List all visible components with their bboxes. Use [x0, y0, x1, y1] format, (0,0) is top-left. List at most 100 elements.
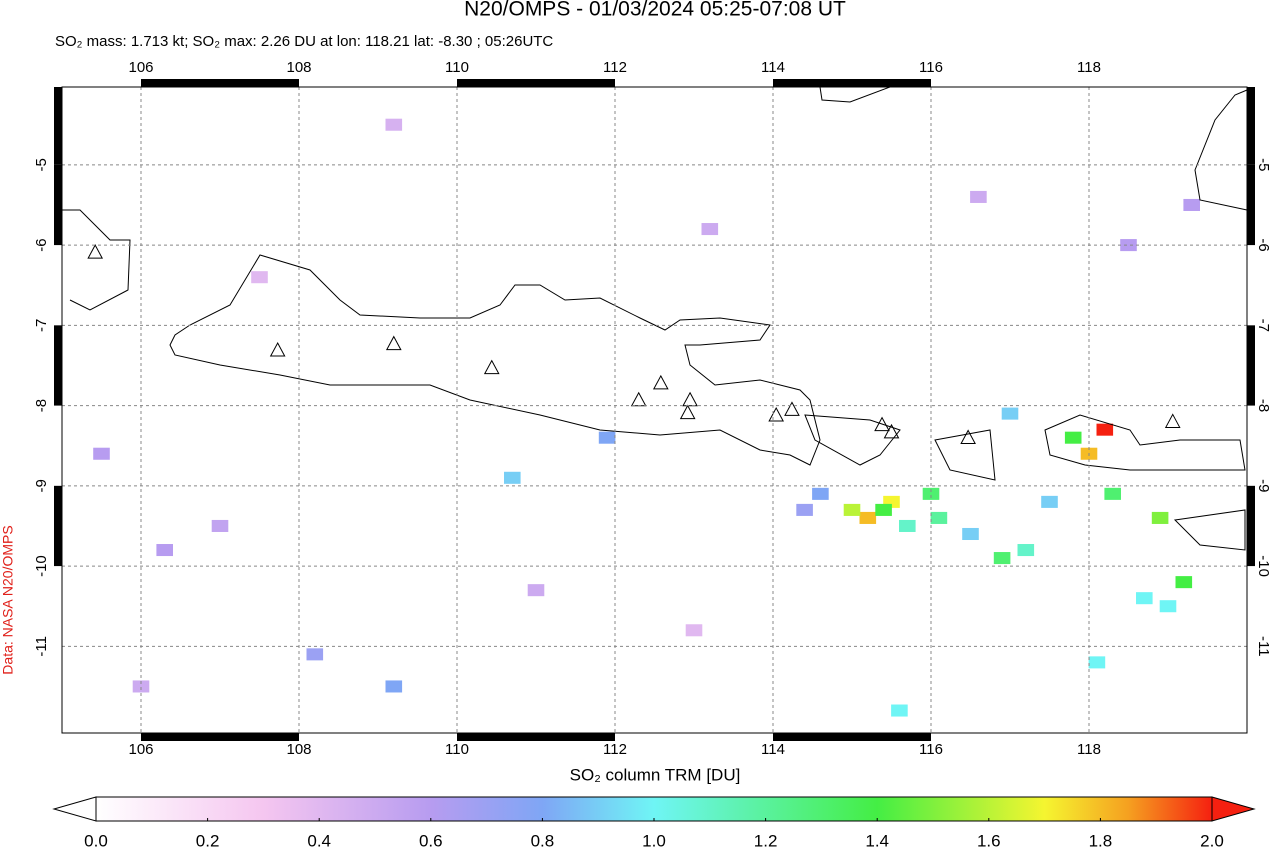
colorbar: 0.0 0.2 0.4 0.6 0.8 1.0 1.2 1.4 1.6 1.8 2.0 [52, 796, 1256, 850]
y-tick-label: -7 [33, 319, 50, 332]
y-tick-label: -6 [1255, 238, 1272, 251]
x-tick-label: 118 [1077, 59, 1101, 76]
frame-segment [1247, 164, 1255, 246]
colorbar-gradient [95, 796, 1213, 822]
y-tick-label: -8 [33, 399, 50, 412]
x-tick-label: 110 [445, 741, 469, 758]
so2-pixel [1064, 431, 1082, 444]
coastline [1194, 89, 1248, 211]
so2-pixel [132, 680, 150, 693]
volcano-marker [768, 406, 784, 422]
colorbar-tick-label: 0.2 [196, 831, 220, 850]
so2-pixel [891, 704, 908, 717]
coastline [169, 254, 821, 466]
frame-segment [773, 79, 931, 87]
so2-pixel [812, 487, 829, 500]
coastlines [62, 86, 1248, 551]
colorbar-low-extension [52, 796, 97, 822]
coastline [62, 209, 131, 311]
frame-segment [141, 733, 299, 741]
y-tick-label: -9 [1255, 479, 1272, 492]
x-tick-label: 108 [286, 59, 311, 76]
frame-segment [1247, 485, 1255, 567]
coastline [804, 414, 901, 466]
so2-pixel [970, 190, 987, 203]
coastline [819, 86, 891, 103]
coastline [1044, 414, 1246, 471]
so2-pixel [1001, 407, 1019, 420]
map-border [61, 86, 1248, 734]
so2-pixel [1104, 487, 1121, 500]
so2-pixel [701, 223, 719, 236]
volcano-marker [1164, 413, 1181, 428]
map-title: N20/OMPS - 01/03/2024 05:25-07:08 UT [464, 0, 846, 21]
colorbar-tick-label: 1.2 [754, 831, 778, 850]
so2-pixel [1120, 239, 1137, 252]
volcano-marker [682, 391, 698, 407]
colorbar-tick-label: 0.4 [307, 831, 331, 850]
volcano-marker [874, 416, 890, 432]
y-tick-label: -11 [33, 636, 50, 657]
colorbar-high-extension [1211, 796, 1256, 822]
x-tick-label: 118 [1077, 741, 1101, 758]
volcano-marker [483, 359, 500, 375]
colorbar-tick-label: 0.0 [84, 831, 108, 850]
frame-segment [54, 87, 62, 165]
volcano-marker [784, 401, 800, 416]
so2-pixel [1041, 495, 1058, 508]
volcano-marker [883, 423, 900, 439]
x-tick-label: 116 [919, 741, 943, 758]
so2-pixel [156, 544, 173, 557]
so2-pixel [1096, 423, 1114, 436]
x-tick-label: 114 [761, 741, 785, 758]
x-tick-label: 106 [128, 741, 153, 758]
so2-pixel [859, 511, 877, 524]
y-tick-label: -10 [33, 555, 50, 577]
y-tick-label: -5 [33, 158, 50, 171]
frame-segment [773, 733, 931, 741]
colorbar-tick-label: 1.6 [977, 831, 1001, 850]
colorbar-tick-label: 0.8 [531, 831, 555, 850]
frame: 106 106 108 108 110 110 112 112 114 114 116 116 118 1… [33, 59, 1272, 758]
volcano-marker [385, 335, 402, 351]
x-tick-label: 112 [603, 741, 627, 758]
x-tick-label: 114 [761, 59, 785, 76]
map-area [62, 87, 1247, 733]
x-tick-label: 106 [128, 59, 153, 76]
so2-pixel [1136, 592, 1153, 605]
y-tick-label: -7 [1255, 319, 1272, 332]
so2-pixel [875, 503, 892, 516]
frame-segment [1247, 87, 1255, 165]
coastline [934, 429, 996, 481]
x-tick-label: 108 [286, 741, 311, 758]
x-tick-label: 116 [919, 59, 943, 76]
colorbar-tick-label: 1.8 [1089, 831, 1113, 850]
so2-pixel [962, 527, 979, 541]
pixel-layer [87, 118, 1200, 717]
map-subtitle: SO₂ mass: 1.713 kt; SO₂ max: 2.26 DU at … [55, 33, 553, 50]
volcano-marker [87, 244, 104, 259]
frame-segment [457, 733, 615, 741]
frame-segment [54, 164, 62, 246]
y-tick-label: -5 [1255, 158, 1272, 171]
volcano-marker [960, 429, 976, 444]
so2-pixel [796, 503, 813, 516]
colorbar-tick-label: 1.4 [865, 831, 889, 850]
so2-pixel [306, 648, 324, 661]
so2-pixel [251, 271, 268, 284]
frame-segment [54, 485, 62, 567]
colorbar-tick-label: 0.6 [419, 831, 443, 850]
frame-segment [1247, 325, 1255, 406]
x-tick-label: 110 [445, 59, 469, 76]
so2-pixel [1088, 656, 1106, 669]
so2-pixel [1017, 544, 1035, 557]
so2-pixel [93, 447, 110, 460]
so2-pixel [1151, 511, 1169, 524]
colorbar-tick-label: 2.0 [1200, 831, 1224, 850]
frame-segment [54, 325, 62, 406]
frame-segment [457, 79, 615, 87]
volcano-marker [269, 341, 286, 357]
volcano-marker [652, 374, 669, 390]
colorbar-tick-label: 1.0 [642, 831, 666, 850]
